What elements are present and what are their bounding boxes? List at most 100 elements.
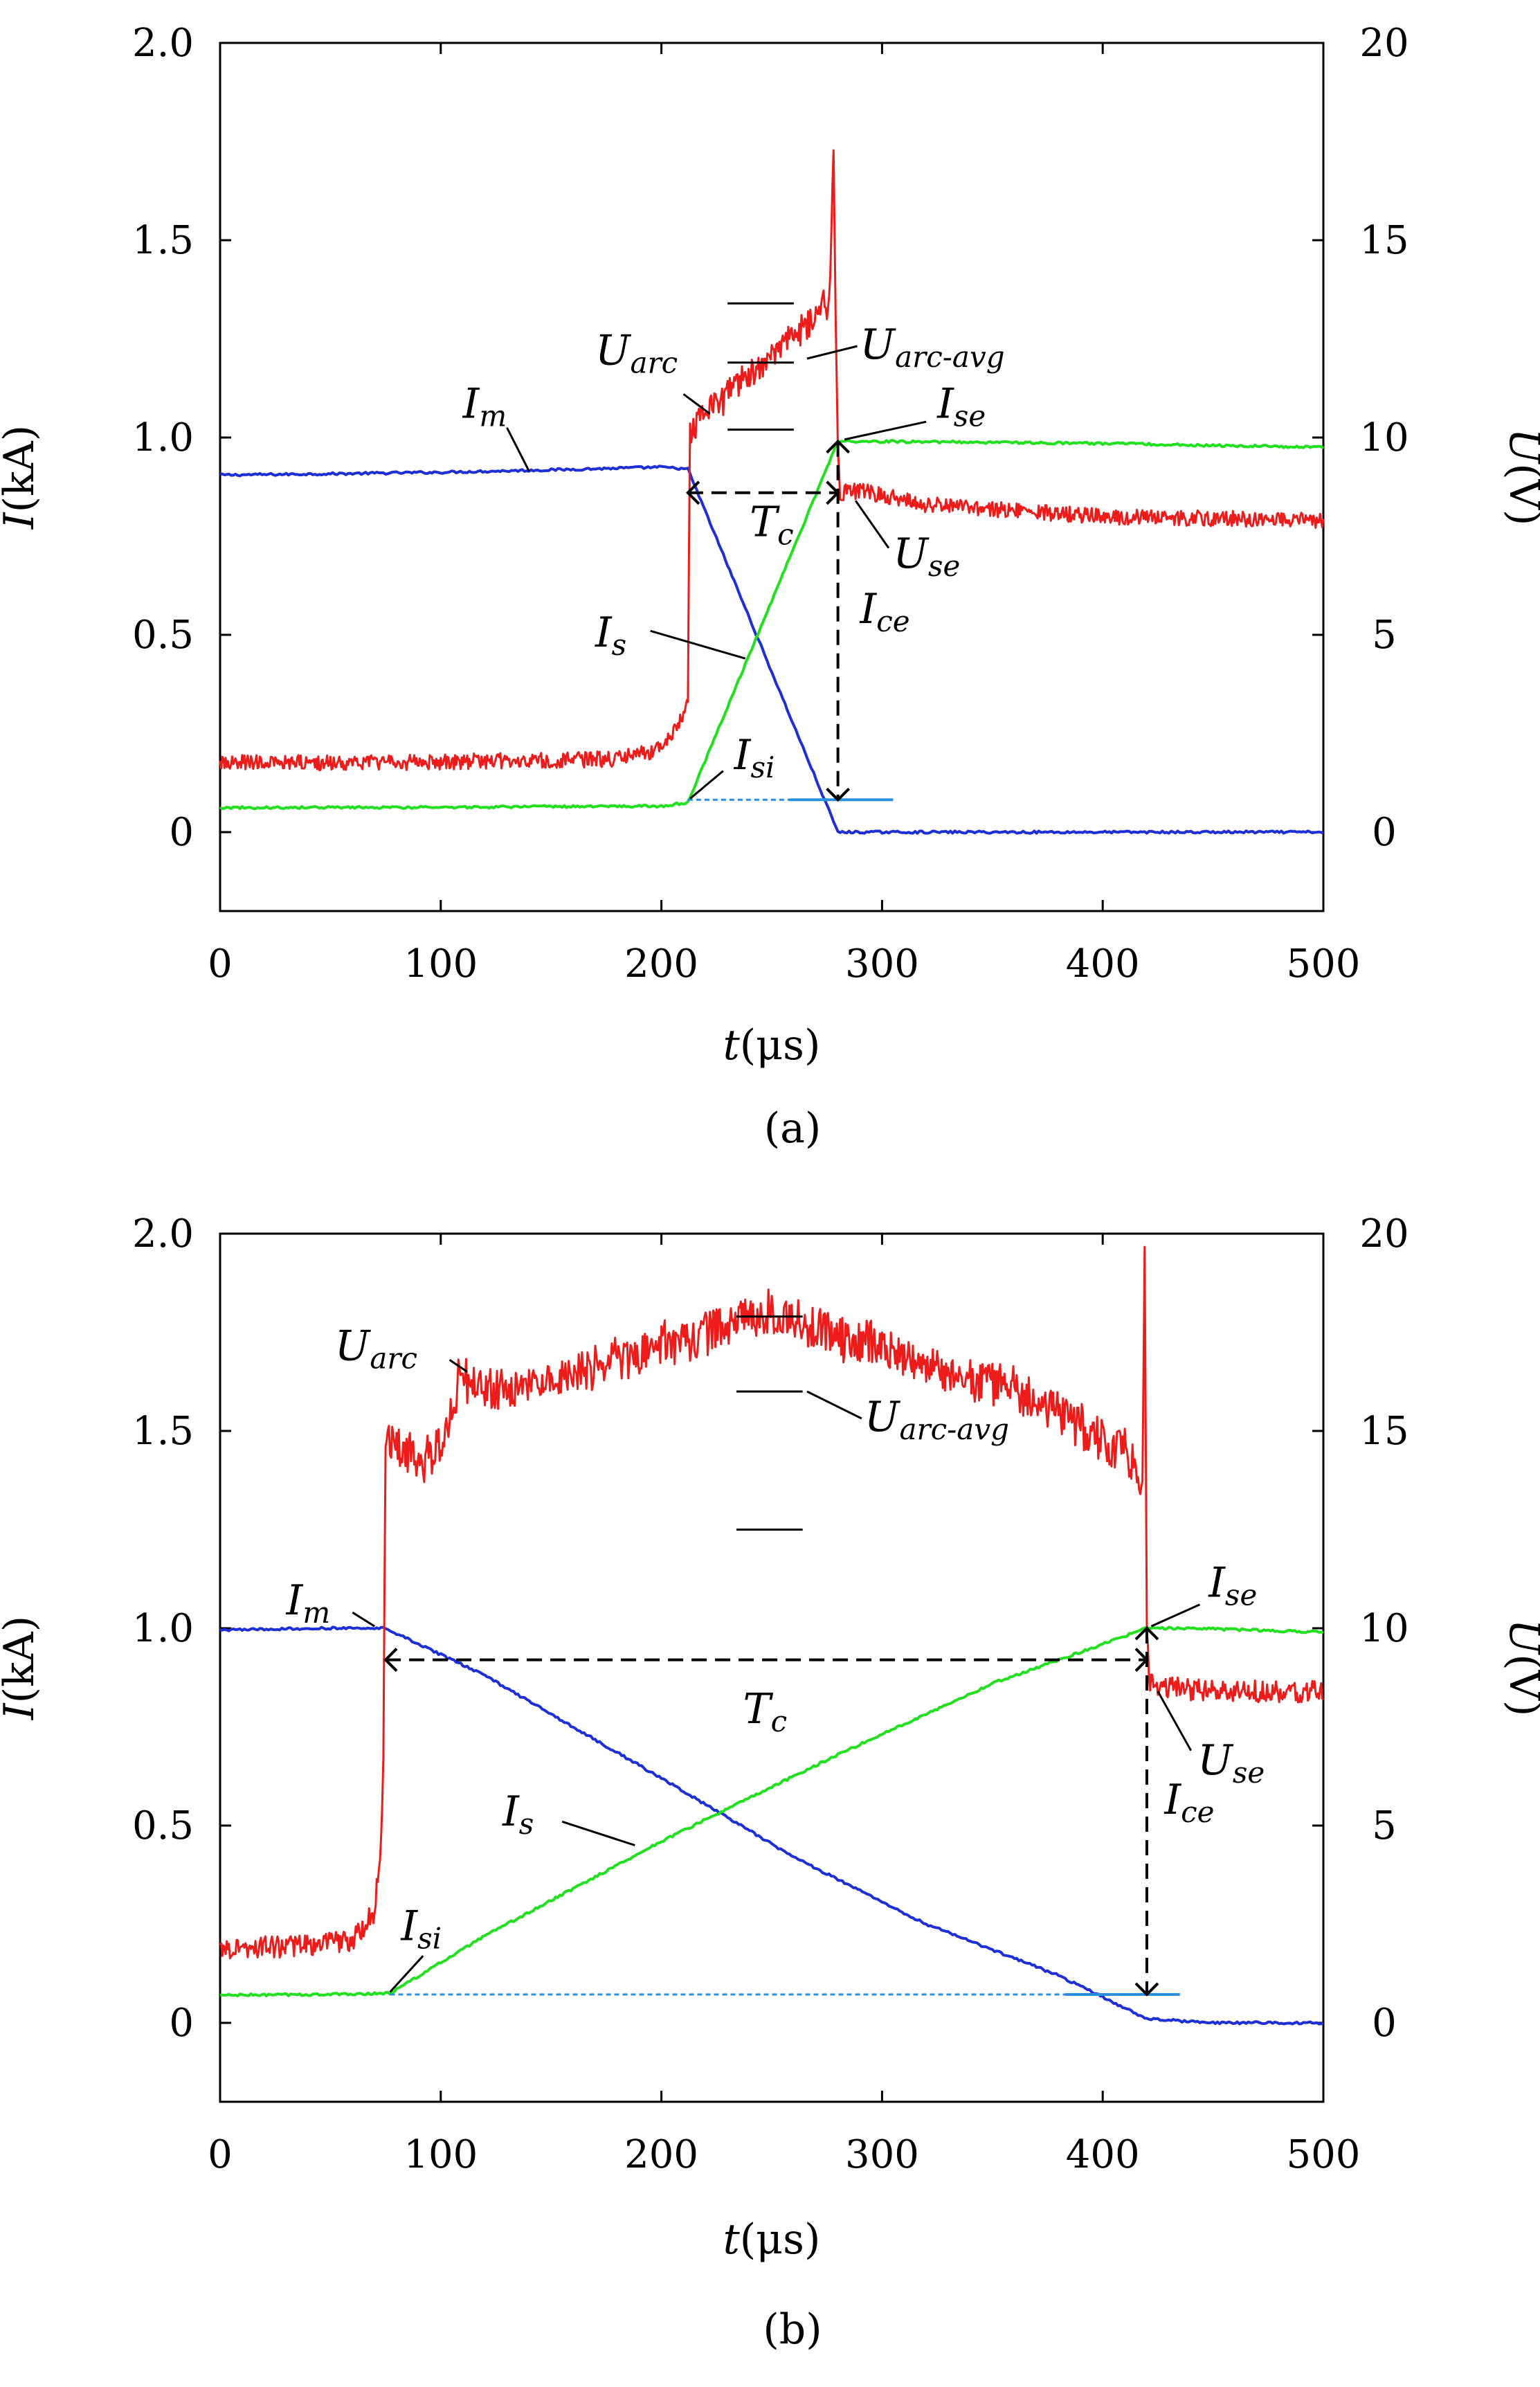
leader-uarcavg: [806, 1390, 862, 1420]
label-ice: Ice: [1163, 1776, 1214, 1829]
label-ice: Ice: [860, 585, 910, 638]
leader-is: [650, 629, 746, 660]
label-main: I: [936, 380, 954, 429]
label-sub: ce: [876, 604, 909, 638]
label-uarcavg: Uarc-avg: [864, 1393, 1009, 1446]
label-main: U: [864, 1393, 901, 1441]
label-main: U: [860, 321, 897, 369]
y-tick-label: 0: [169, 810, 194, 855]
leader-im: [352, 1611, 375, 1628]
label-sub: s: [612, 628, 627, 662]
y2-tick-label: 20: [1359, 21, 1408, 66]
y2-axis-unit: (V): [1500, 463, 1540, 525]
x-axis-var: t: [723, 1021, 741, 1070]
label-sub: c: [771, 1704, 788, 1738]
y2-axis-var: U: [1500, 1619, 1540, 1656]
series-im: [219, 1625, 1324, 2026]
y2-tick-label: 0: [1372, 2001, 1397, 2046]
x-tick-label: 0: [208, 2132, 233, 2177]
series-im: [219, 465, 1324, 835]
y-axis-var: I: [0, 512, 44, 530]
label-main: I: [734, 731, 752, 780]
x-tick-label: 300: [845, 942, 919, 987]
x-tick-label: 400: [1066, 2132, 1140, 2177]
label-sub: arc: [370, 1341, 417, 1375]
leader-uarcavg: [806, 345, 858, 360]
tc-arrow-head-left: [686, 480, 700, 505]
label-sub: arc: [631, 346, 678, 380]
label-tc: Tc: [750, 498, 794, 552]
label-sub: si: [751, 750, 775, 784]
label-main: T: [743, 1685, 774, 1733]
leader-uarc: [682, 393, 711, 415]
panel-caption: (b): [763, 2305, 822, 2354]
label-main: I: [1208, 1558, 1226, 1607]
label-main: U: [335, 1322, 372, 1370]
panel-caption: (a): [764, 1104, 822, 1153]
label-sub: arc-avg: [895, 340, 1004, 374]
y-tick-label: 1.0: [132, 1606, 194, 1651]
series-is: [219, 1625, 1324, 1998]
y2-axis-label: U(V): [1500, 1619, 1540, 1717]
y-tick-label: 0.5: [132, 1803, 194, 1848]
plot-frame: [219, 42, 1325, 912]
y2-axis-label: U(V): [1500, 429, 1540, 526]
y2-tick-label: 5: [1372, 613, 1397, 658]
label-sub: m: [479, 399, 507, 433]
x-tick-label: 0: [208, 942, 233, 987]
x-tick-label: 400: [1066, 942, 1140, 987]
y-axis-var: I: [0, 1702, 44, 1720]
x-axis-label: t(μs): [723, 2215, 821, 2264]
label-main: U: [893, 530, 930, 578]
label-sub: se: [928, 549, 960, 583]
label-im: Im: [286, 1576, 331, 1630]
x-axis-var: t: [723, 2215, 741, 2264]
label-is: Is: [595, 609, 626, 662]
y2-tick-label: 15: [1359, 1409, 1408, 1454]
y-tick-label: 2.0: [132, 1211, 194, 1256]
label-use: Use: [893, 530, 960, 583]
ice-arrow-head-bottom: [1134, 1982, 1159, 1997]
leader-is: [561, 1820, 635, 1846]
series-u: [219, 149, 1325, 771]
panel-b: 0 100 200 300 400 500 0 0.5 1.0 1.5 2.0 0 5 10 15 20 t(μ…: [0, 1211, 1540, 2354]
label-ise: Ise: [936, 380, 986, 433]
y2-axis-unit: (V): [1500, 1654, 1540, 1716]
x-tick-label: 100: [404, 2132, 478, 2177]
label-im: Im: [462, 380, 507, 433]
label-use: Use: [1197, 1736, 1265, 1790]
x-axis-unit: (μs): [740, 2215, 821, 2264]
ice-arrow-head-top: [1134, 1626, 1159, 1641]
series-is: [219, 439, 1325, 811]
x-tick-label: 200: [624, 942, 698, 987]
leader-use: [1157, 1691, 1193, 1751]
label-main: I: [595, 609, 613, 657]
y2-tick-label: 15: [1359, 218, 1408, 263]
y-tick-label: 0.5: [132, 613, 194, 658]
label-uarc: Uarc: [595, 327, 678, 380]
ice-arrow-head-bottom: [826, 787, 851, 802]
leader-use: [854, 500, 890, 549]
label-main: I: [1163, 1776, 1181, 1824]
y2-axis-var: U: [1500, 429, 1540, 465]
label-main: U: [595, 327, 632, 375]
plot-frame: [219, 1232, 1325, 2103]
y-axis-unit: (kA): [0, 1616, 44, 1704]
label-sub: ce: [1181, 1795, 1214, 1829]
y-tick-label: 1.5: [132, 218, 194, 263]
x-tick-label: 500: [1287, 2132, 1361, 2177]
panel-a: 0 100 200 300 400 500 0 0.5 1.0 1.5 2.0 0 5 10 15 20 t(μ…: [0, 21, 1540, 1153]
x-axis-label: t(μs): [723, 1021, 821, 1070]
y2-tick-label: 5: [1372, 1803, 1397, 1848]
label-sub: arc-avg: [899, 1412, 1008, 1446]
label-main: U: [1197, 1736, 1234, 1785]
y2-tick-label: 0: [1372, 810, 1397, 855]
y-axis-label: I(kA): [0, 425, 44, 530]
label-main: I: [462, 380, 480, 429]
y-axis-label: I(kA): [0, 1616, 44, 1720]
label-sub: se: [954, 399, 986, 433]
y2-tick-label: 10: [1359, 1606, 1408, 1651]
x-tick-label: 500: [1287, 942, 1361, 987]
leader-isi: [689, 770, 724, 800]
label-sub: se: [1233, 1756, 1265, 1790]
